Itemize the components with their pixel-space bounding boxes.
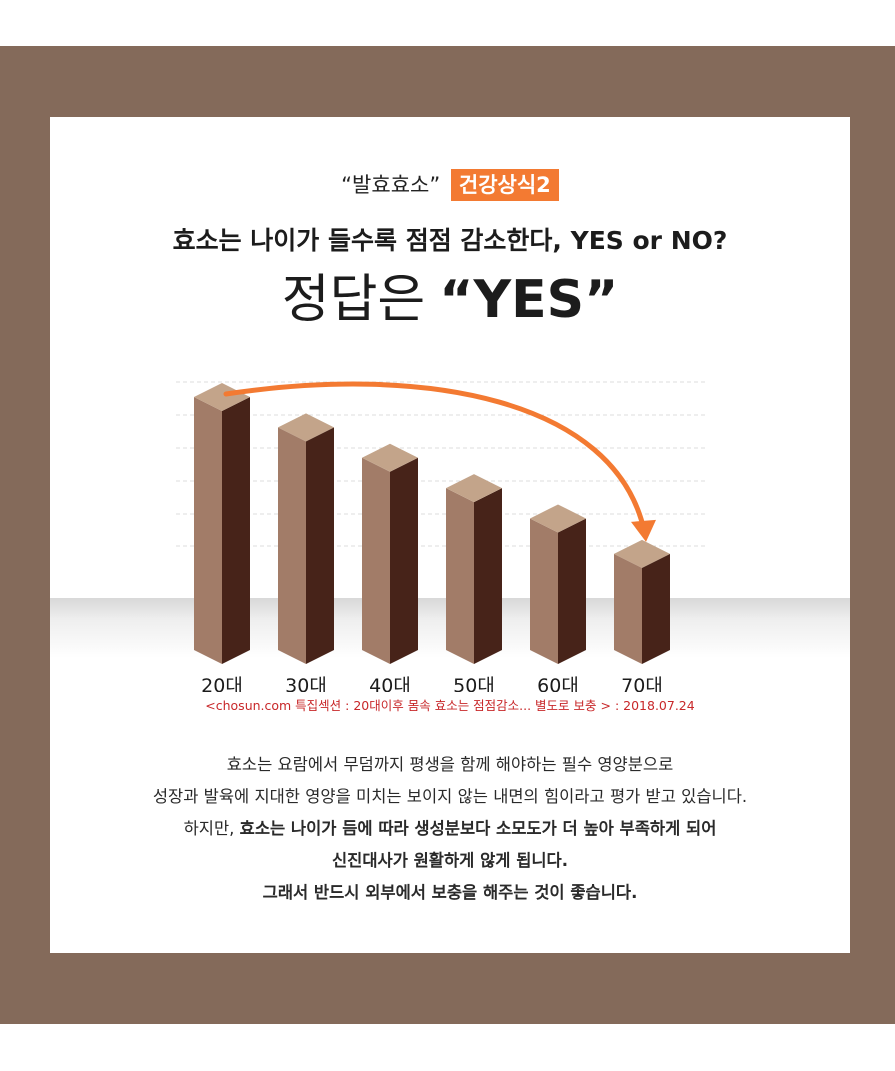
decline-arrow	[223, 381, 647, 533]
bar-front-face	[446, 488, 474, 664]
bar-top-face	[362, 443, 418, 472]
enzyme-decline-chart: 20대 30대 40대 50대 60대 70대	[50, 381, 850, 692]
bar-front-face	[194, 397, 222, 664]
bar-side-face	[306, 427, 334, 664]
body-line-3-prefix: 하지만,	[183, 819, 240, 838]
x-tick-label: 30대	[285, 675, 327, 692]
eyebrow: “발효효소” 건강상식2	[50, 169, 850, 201]
eyebrow-label: “발효효소”	[341, 173, 441, 197]
source-citation: <chosun.com 특집섹션 : 20대이후 몸속 효소는 점점감소... …	[205, 698, 695, 713]
bar-front-face	[614, 553, 642, 664]
bar-top-face	[530, 504, 586, 533]
body-line-3: 하지만, 효소는 나이가 듬에 따라 생성분보다 소모도가 더 높아 부족하게 …	[50, 813, 850, 845]
bar-front-face	[530, 518, 558, 664]
bar-front-face	[278, 427, 306, 664]
body-text: 효소는 요람에서 무덤까지 평생을 함께 해야하는 필수 영양분으로 성장과 발…	[50, 749, 850, 909]
bar-side-face	[558, 518, 586, 664]
x-tick-label: 50대	[453, 675, 495, 692]
answer-prefix: 정답은	[281, 270, 426, 330]
bar-side-face	[642, 553, 670, 664]
body-line-5: 그래서 반드시 외부에서 보충을 해주는 것이 좋습니다.	[262, 883, 638, 902]
bar-40대	[362, 443, 418, 664]
x-tick-label: 20대	[201, 675, 243, 692]
bar-side-face	[474, 488, 502, 664]
bar-top-face	[446, 474, 502, 503]
bar-70대	[614, 539, 670, 664]
answer: 정답은 “YES”	[50, 265, 850, 335]
body-line-3-emphasis: 효소는 나이가 듬에 따라 생성분보다 소모도가 더 높아 부족하게 되어	[239, 819, 717, 838]
bar-front-face	[362, 457, 390, 664]
bar-side-face	[390, 457, 418, 664]
bar-side-face	[222, 397, 250, 664]
bar-top-face	[614, 539, 670, 568]
x-tick-label: 60대	[537, 675, 579, 692]
answer-value: “YES”	[439, 270, 619, 330]
x-tick-label: 40대	[369, 675, 411, 692]
content-card: “발효효소” 건강상식2 효소는 나이가 들수록 점점 감소한다, YES or…	[50, 117, 850, 953]
bar-top-face	[194, 383, 250, 411]
bar-20대	[194, 383, 250, 664]
x-tick-label: 70대	[621, 675, 663, 692]
decline-arrowhead	[631, 519, 656, 542]
body-line-2: 성장과 발육에 지대한 영양을 미치는 보이지 않는 내면의 힘이라고 평가 받…	[152, 787, 748, 806]
headline: 효소는 나이가 들수록 점점 감소한다, YES or NO?	[172, 226, 728, 255]
bar-30대	[278, 413, 334, 664]
body-line-1: 효소는 요람에서 무덤까지 평생을 함께 해야하는 필수 영양분으로	[226, 755, 674, 774]
bar-top-face	[278, 413, 334, 442]
body-line-4: 신진대사가 원활하게 않게 됩니다.	[331, 851, 569, 870]
category-badge: 건강상식2	[450, 169, 559, 201]
bar-60대	[530, 504, 586, 664]
bar-50대	[446, 474, 502, 664]
